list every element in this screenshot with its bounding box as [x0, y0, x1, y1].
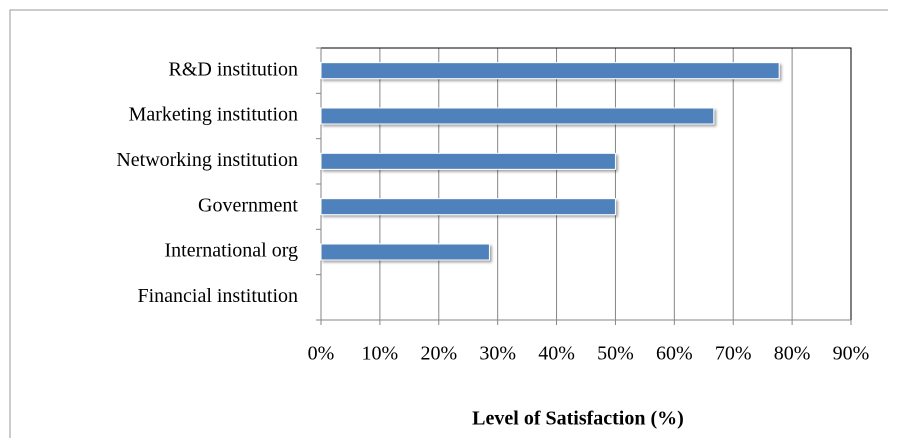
x-tick-label: 90%	[833, 343, 870, 365]
y-tick-label: Government	[198, 194, 298, 216]
x-tick-label: 60%	[656, 343, 693, 365]
x-tick-label: 10%	[362, 343, 399, 365]
bar	[320, 152, 616, 170]
y-tick-label: Networking institution	[116, 149, 298, 171]
bar	[320, 243, 490, 261]
bar	[320, 107, 715, 125]
x-tick-label: 50%	[597, 343, 634, 365]
y-tick-label: Marketing institution	[129, 104, 298, 126]
plot-border	[321, 47, 852, 320]
y-tick-label: Financial institution	[137, 285, 298, 307]
y-tick-label: International org	[165, 240, 298, 262]
x-tick-label: 30%	[479, 343, 516, 365]
y-tick-label: R&D institution	[169, 58, 298, 80]
bar	[320, 198, 616, 216]
bar	[320, 62, 780, 80]
x-tick-label: 40%	[538, 343, 575, 365]
x-tick-label: 0%	[308, 343, 335, 365]
frame	[9, 9, 888, 438]
x-tick-label: 20%	[420, 343, 457, 365]
x-tick-label: 80%	[774, 343, 811, 365]
x-tick-label: 70%	[715, 343, 752, 365]
x-axis-title: Level of Satisfaction (%)	[472, 408, 684, 430]
